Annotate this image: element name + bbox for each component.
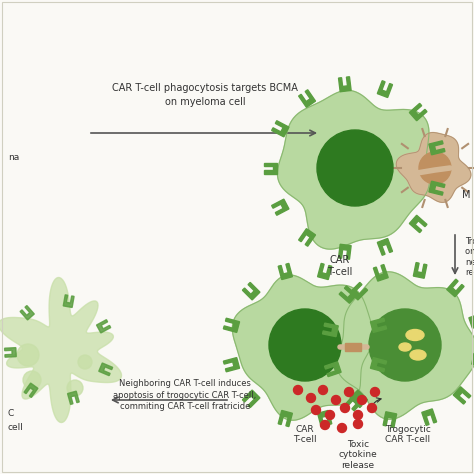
- Text: Trogocytic
on cell
neighbor
release: Trogocytic on cell neighbor release: [465, 237, 474, 277]
- Polygon shape: [20, 306, 34, 320]
- Polygon shape: [242, 283, 260, 300]
- Text: CAR T-cell phagocytosis targets BCMA: CAR T-cell phagocytosis targets BCMA: [112, 83, 298, 93]
- Polygon shape: [472, 353, 474, 367]
- Text: Trogocytic
CAR T-cell: Trogocytic CAR T-cell: [385, 425, 431, 445]
- Polygon shape: [278, 410, 292, 427]
- Polygon shape: [318, 264, 332, 280]
- Polygon shape: [223, 318, 239, 332]
- Polygon shape: [323, 323, 338, 337]
- Ellipse shape: [410, 350, 426, 360]
- Polygon shape: [413, 263, 427, 278]
- Text: Toxic
cytokine
release: Toxic cytokine release: [338, 440, 377, 470]
- Polygon shape: [422, 409, 437, 426]
- Circle shape: [371, 388, 380, 396]
- Circle shape: [419, 152, 451, 184]
- Text: CAR
T-cell: CAR T-cell: [293, 425, 317, 445]
- Circle shape: [319, 385, 328, 394]
- Polygon shape: [63, 295, 74, 308]
- Polygon shape: [410, 215, 427, 233]
- Text: Neighboring CAR T-cell induces
apoptosis of trogocytic CAR T-cell,
commiting CAR: Neighboring CAR T-cell induces apoptosis…: [113, 379, 256, 411]
- Circle shape: [354, 419, 363, 428]
- Circle shape: [354, 410, 363, 419]
- Polygon shape: [346, 393, 363, 411]
- Ellipse shape: [406, 329, 424, 340]
- Text: M: M: [462, 190, 471, 200]
- Polygon shape: [350, 390, 367, 408]
- Polygon shape: [299, 90, 316, 107]
- Polygon shape: [232, 275, 374, 420]
- Polygon shape: [272, 199, 289, 215]
- Polygon shape: [374, 264, 388, 281]
- Polygon shape: [377, 81, 392, 98]
- Polygon shape: [371, 318, 387, 332]
- Polygon shape: [350, 283, 367, 300]
- Circle shape: [369, 309, 441, 381]
- Circle shape: [337, 423, 346, 432]
- Polygon shape: [272, 121, 289, 137]
- Circle shape: [293, 385, 302, 394]
- Polygon shape: [469, 313, 474, 328]
- Circle shape: [340, 403, 349, 412]
- Ellipse shape: [399, 343, 411, 351]
- Polygon shape: [338, 77, 351, 92]
- Circle shape: [23, 371, 41, 389]
- Text: C: C: [8, 409, 14, 418]
- Circle shape: [357, 395, 366, 404]
- Polygon shape: [453, 387, 471, 404]
- Polygon shape: [447, 279, 464, 297]
- Text: on myeloma cell: on myeloma cell: [164, 97, 246, 107]
- Polygon shape: [377, 238, 392, 255]
- Polygon shape: [67, 391, 79, 404]
- Circle shape: [367, 403, 376, 412]
- Text: na: na: [8, 153, 19, 162]
- Polygon shape: [5, 347, 16, 357]
- Circle shape: [67, 380, 83, 396]
- Polygon shape: [97, 319, 111, 333]
- Polygon shape: [242, 390, 260, 408]
- Polygon shape: [264, 163, 277, 173]
- Polygon shape: [429, 141, 445, 155]
- Polygon shape: [277, 91, 429, 249]
- Polygon shape: [346, 343, 362, 351]
- Circle shape: [269, 309, 341, 381]
- Polygon shape: [383, 412, 397, 428]
- Circle shape: [78, 355, 92, 369]
- Polygon shape: [337, 272, 474, 419]
- Polygon shape: [396, 133, 471, 202]
- Circle shape: [311, 405, 320, 414]
- Polygon shape: [299, 228, 316, 246]
- Circle shape: [320, 420, 329, 429]
- Polygon shape: [339, 286, 357, 303]
- Polygon shape: [99, 363, 113, 376]
- Circle shape: [307, 393, 316, 402]
- Circle shape: [17, 344, 39, 366]
- Polygon shape: [371, 357, 387, 372]
- Circle shape: [345, 388, 354, 396]
- Polygon shape: [338, 244, 351, 259]
- Circle shape: [317, 130, 393, 206]
- Polygon shape: [318, 410, 332, 427]
- Circle shape: [326, 410, 335, 419]
- Polygon shape: [0, 277, 121, 422]
- Text: cell: cell: [8, 423, 24, 432]
- Polygon shape: [325, 362, 341, 377]
- Polygon shape: [410, 103, 427, 121]
- Polygon shape: [223, 357, 239, 372]
- Polygon shape: [24, 383, 38, 398]
- Circle shape: [331, 395, 340, 404]
- Polygon shape: [429, 181, 445, 195]
- Polygon shape: [278, 264, 292, 280]
- Text: CAR
T-cell: CAR T-cell: [328, 255, 353, 277]
